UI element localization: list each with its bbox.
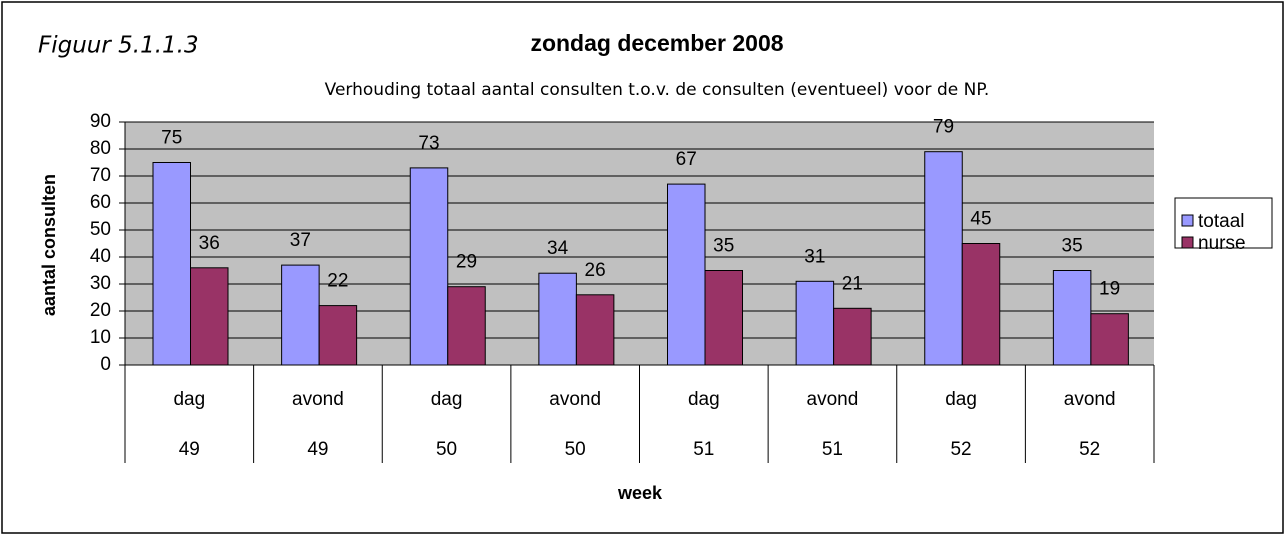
x-tick-label: avond <box>549 389 601 410</box>
data-label: 19 <box>1099 279 1120 300</box>
x-tick-label: 49 <box>307 439 328 460</box>
y-tick-label: 10 <box>90 327 111 348</box>
bar <box>667 183 706 366</box>
x-tick-label: dag <box>173 389 205 410</box>
data-label: 22 <box>327 271 348 292</box>
y-tick-label: 0 <box>100 354 111 375</box>
y-tick-label: 20 <box>90 300 111 321</box>
data-label: 79 <box>933 117 954 138</box>
x-axis-label: week <box>617 483 663 503</box>
x-tick-label: dag <box>945 389 977 410</box>
legend-label: totaal <box>1198 211 1244 232</box>
x-tick-label: 51 <box>693 439 714 460</box>
x-tick-label: 50 <box>436 439 457 460</box>
x-tick-label: dag <box>431 389 463 410</box>
data-label: 35 <box>713 236 734 257</box>
bar <box>961 243 1001 366</box>
data-label: 35 <box>1062 236 1083 257</box>
y-tick-label: 90 <box>90 111 111 132</box>
bar <box>704 270 743 366</box>
x-tick-label: dag <box>688 389 720 410</box>
bar <box>447 286 486 366</box>
y-axis-label: aantal consulten <box>39 174 59 316</box>
y-tick-label: 30 <box>90 273 111 294</box>
y-tick-label: 40 <box>90 246 111 267</box>
y-tick-label: 50 <box>90 219 111 240</box>
bar <box>190 267 229 366</box>
data-label: 31 <box>804 246 825 267</box>
data-label: 29 <box>456 252 477 273</box>
bar <box>281 264 320 366</box>
bar <box>924 151 963 366</box>
bar <box>795 280 835 366</box>
x-tick-label: 52 <box>1079 439 1100 460</box>
bar <box>833 307 872 366</box>
x-tick-label: 50 <box>565 439 586 460</box>
x-tick-label: 51 <box>822 439 843 460</box>
data-label: 75 <box>161 128 182 149</box>
y-tick-label: 70 <box>90 165 111 186</box>
bar <box>409 167 449 366</box>
data-label: 36 <box>199 233 220 254</box>
bar <box>318 305 358 366</box>
y-tick-label: 80 <box>90 138 111 159</box>
x-tick-label: avond <box>1064 389 1116 410</box>
bar <box>575 294 615 366</box>
data-label: 26 <box>585 260 606 281</box>
bar <box>1052 270 1092 366</box>
data-label: 34 <box>547 238 569 259</box>
legend-label: nurse <box>1198 233 1246 254</box>
x-tick-label: 52 <box>950 439 971 460</box>
x-tick-label: avond <box>807 389 859 410</box>
data-label: 45 <box>970 209 991 230</box>
x-tick-label: avond <box>292 389 344 410</box>
bar <box>538 272 577 366</box>
x-tick-label: 49 <box>179 439 200 460</box>
data-label: 21 <box>842 273 863 294</box>
legend-swatch <box>1181 214 1194 227</box>
figure-label: Figuur 5.1.1.3 <box>38 33 199 59</box>
chart-title: zondag december 2008 <box>530 30 783 56</box>
chart-subtitle: Verhouding totaal aantal consulten t.o.v… <box>325 80 990 100</box>
y-tick-label: 60 <box>90 192 111 213</box>
data-label: 37 <box>290 230 311 251</box>
data-label: 67 <box>676 149 697 170</box>
data-label: 73 <box>418 133 439 154</box>
legend-swatch <box>1181 236 1194 249</box>
bar <box>1090 313 1129 366</box>
bar <box>152 162 191 366</box>
